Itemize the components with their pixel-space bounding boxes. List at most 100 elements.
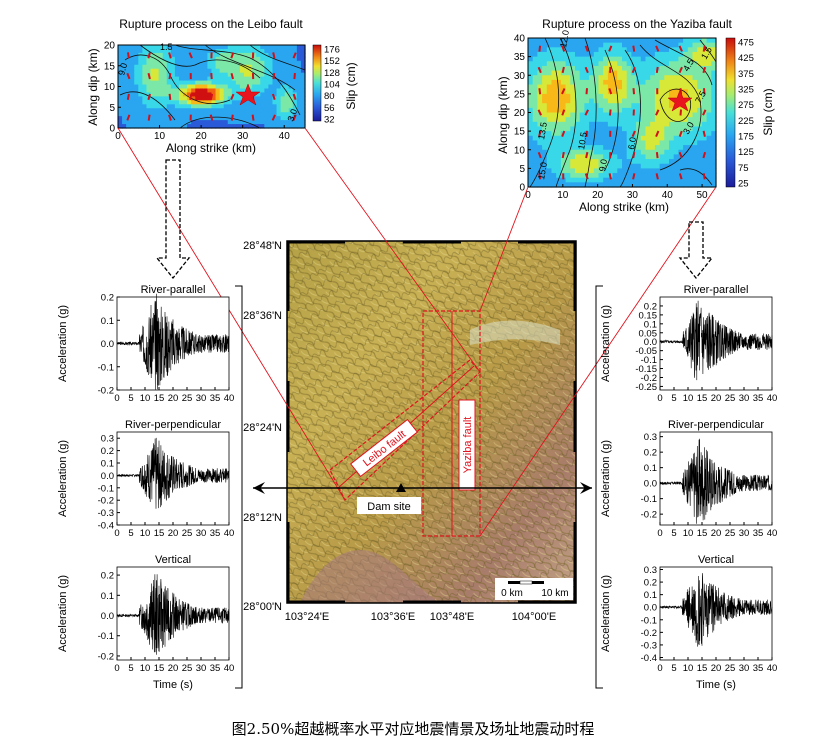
heatmap-cell [659,163,665,169]
y-axis-label: Along dip (km) [496,76,510,153]
heatmap-cell [650,182,656,188]
heatmap-cell [640,112,647,118]
heatmap-cell [166,104,172,109]
heatmap-cell [636,38,642,44]
heatmap-cell [134,92,139,97]
heatmap-cell [284,92,290,97]
heatmap-cell [598,135,604,142]
heatmap-cell [603,173,609,179]
heatmap-cell [215,120,221,125]
heatmap-cell [546,51,553,58]
heatmap-cell [546,117,553,123]
river-highlight [470,320,560,345]
heatmap-cell [631,84,637,90]
heatmap-cell [122,45,127,50]
heatmap-cell [669,47,675,53]
heatmap-cell [565,65,571,72]
heatmap-cell [296,68,302,74]
heatmap-cell [631,38,637,44]
heatmap-cell [589,65,595,72]
heatmap-cell [584,112,590,118]
heatmap-cell [154,56,160,62]
x-axis-label: Time (s) [696,679,736,691]
heatmap-cell [593,70,600,76]
heatmap-cell [664,163,670,169]
heatmap-cell [692,84,698,90]
heatmap-cell [288,104,294,109]
heatmap-cell [622,98,628,104]
tick-label: 40 [514,34,526,45]
heatmap-cell [650,98,656,104]
heatmap-cell [235,68,241,74]
heatmap-cell [260,45,265,50]
heatmap-cell [211,92,217,97]
acceleration-plot: 0.20.10.0-0.1-0.20 5 10 15 20 25 30 35 40 [98,566,234,674]
heatmap-cell [239,112,245,117]
heatmap-cell [191,68,196,74]
heatmap-cell [187,92,192,97]
heatmap-cell [570,131,576,137]
heatmap-cell [248,104,253,109]
heatmap-cell [138,84,143,90]
heatmap-cell [284,64,290,70]
heatmap-cell [122,64,127,70]
heatmap-cell [546,38,553,44]
heatmap-cell [589,70,595,76]
heatmap-cell [645,135,651,142]
heatmap-cell [174,92,180,97]
terrain-map: Leibo fault Yaziba fault Dam site 0 km 1… [243,240,577,623]
heatmap-cell [542,51,548,58]
heatmap-cell [532,98,538,104]
heatmap-cell [134,112,139,117]
heatmap-cell [640,121,647,128]
slip-vector [168,52,172,59]
heatmap-cell [697,168,703,174]
heatmap-cell [570,177,576,183]
heatmap-cell [195,92,200,97]
heatmap-cell [593,51,600,58]
tick-label: 0.0 [644,479,657,490]
heatmap-cell [687,38,694,44]
colorbar-tick-label: 32 [324,115,335,126]
heatmap-cell [598,154,604,160]
heatmap-cell [130,60,135,66]
tick-label: 10 [514,145,526,156]
map-frame-ticks [286,240,577,604]
tick-label: -0.1 [641,494,657,505]
heatmap-cell [296,96,302,101]
heatmap-cell [650,135,656,142]
heatmap-cell [626,135,632,142]
heatmap-cell [174,52,180,58]
heatmap-cell [706,173,712,179]
heatmap-cell [211,104,217,109]
tick-label: 40 [767,393,778,404]
heatmap-cell [122,120,127,125]
heatmap-cell [174,48,180,54]
heatmap-cell [158,72,164,78]
tick-label: 10 [104,82,116,93]
heatmap-cell [199,108,204,113]
heatmap-cell [122,56,127,62]
heatmap-cell [570,47,576,53]
heatmap-cell [556,135,562,142]
heatmap-cell [622,70,628,76]
x-axis-label: Along strike (km) [166,141,256,155]
heatmap-cell [669,51,675,58]
heatmap-cell [575,42,581,48]
heatmap-cell [248,76,253,82]
heatmap-cell [260,100,265,105]
heatmap-cell [154,72,160,78]
heatmap-cell [645,79,651,86]
heatmap-cell [711,154,717,160]
heatmap-cell [617,103,623,109]
heatmap-cell [678,126,684,132]
heatmap-cell [542,84,548,90]
longitude-label: 103°36'E [371,611,415,623]
heatmap-cell [565,84,571,90]
heatmap-cell [612,98,618,104]
heatmap-cell [683,163,689,169]
heatmap-cell [542,61,548,67]
heatmap-cell [692,159,698,165]
heatmap-cell [640,70,647,76]
